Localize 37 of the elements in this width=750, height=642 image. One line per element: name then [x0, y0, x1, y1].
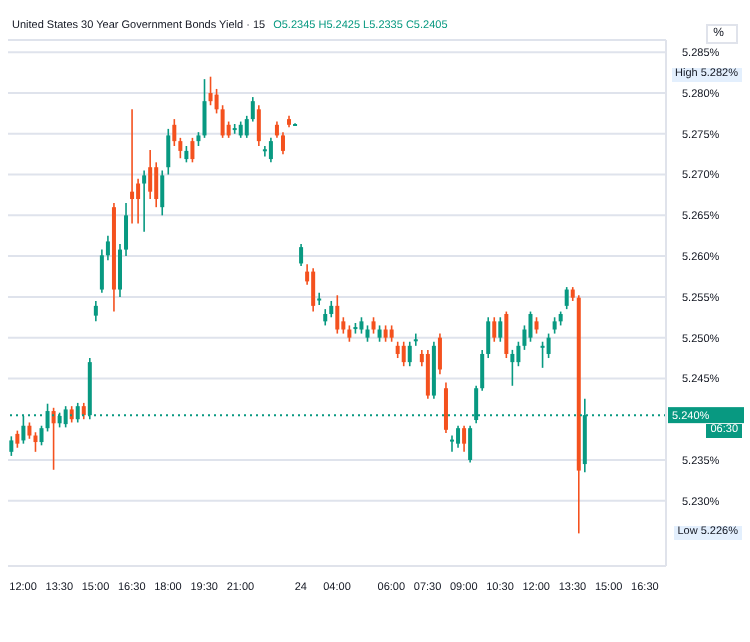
candlestick: [498, 316, 503, 343]
candlestick: [468, 424, 473, 464]
candlestick: [510, 349, 515, 387]
candlestick: [166, 128, 171, 176]
candlestick: [93, 300, 98, 323]
candlestick: [202, 78, 207, 139]
candlestick: [450, 434, 455, 453]
candlestick: [540, 340, 545, 369]
candlestick: [335, 294, 340, 335]
candlestick: [564, 286, 569, 310]
candlestick: [160, 169, 165, 217]
candlestick: [311, 267, 316, 313]
candlestick: [413, 332, 418, 347]
candlestick: [492, 316, 497, 343]
candlestick: [456, 424, 461, 449]
candlestick: [130, 108, 135, 225]
candlestick: [190, 137, 195, 164]
candlestick: [148, 149, 153, 200]
candlestick: [9, 435, 14, 457]
candlestick: [443, 381, 448, 434]
candlestick: [546, 332, 551, 359]
candlestick: [268, 137, 273, 164]
candlestick: [504, 310, 509, 359]
candlestick: [437, 332, 442, 376]
candlestick: [401, 340, 406, 367]
candlestick: [528, 310, 533, 343]
candlestick: [256, 104, 261, 147]
candlestick: [172, 118, 177, 147]
candlestick: [407, 340, 412, 367]
candlestick: [142, 169, 147, 233]
candlestick: [299, 243, 304, 267]
candlestick: [262, 145, 267, 158]
candlestick: [425, 349, 430, 400]
candlestick: [317, 292, 322, 306]
candlestick: [208, 75, 213, 107]
candlestick: [51, 406, 56, 471]
candlestick: [462, 424, 467, 453]
